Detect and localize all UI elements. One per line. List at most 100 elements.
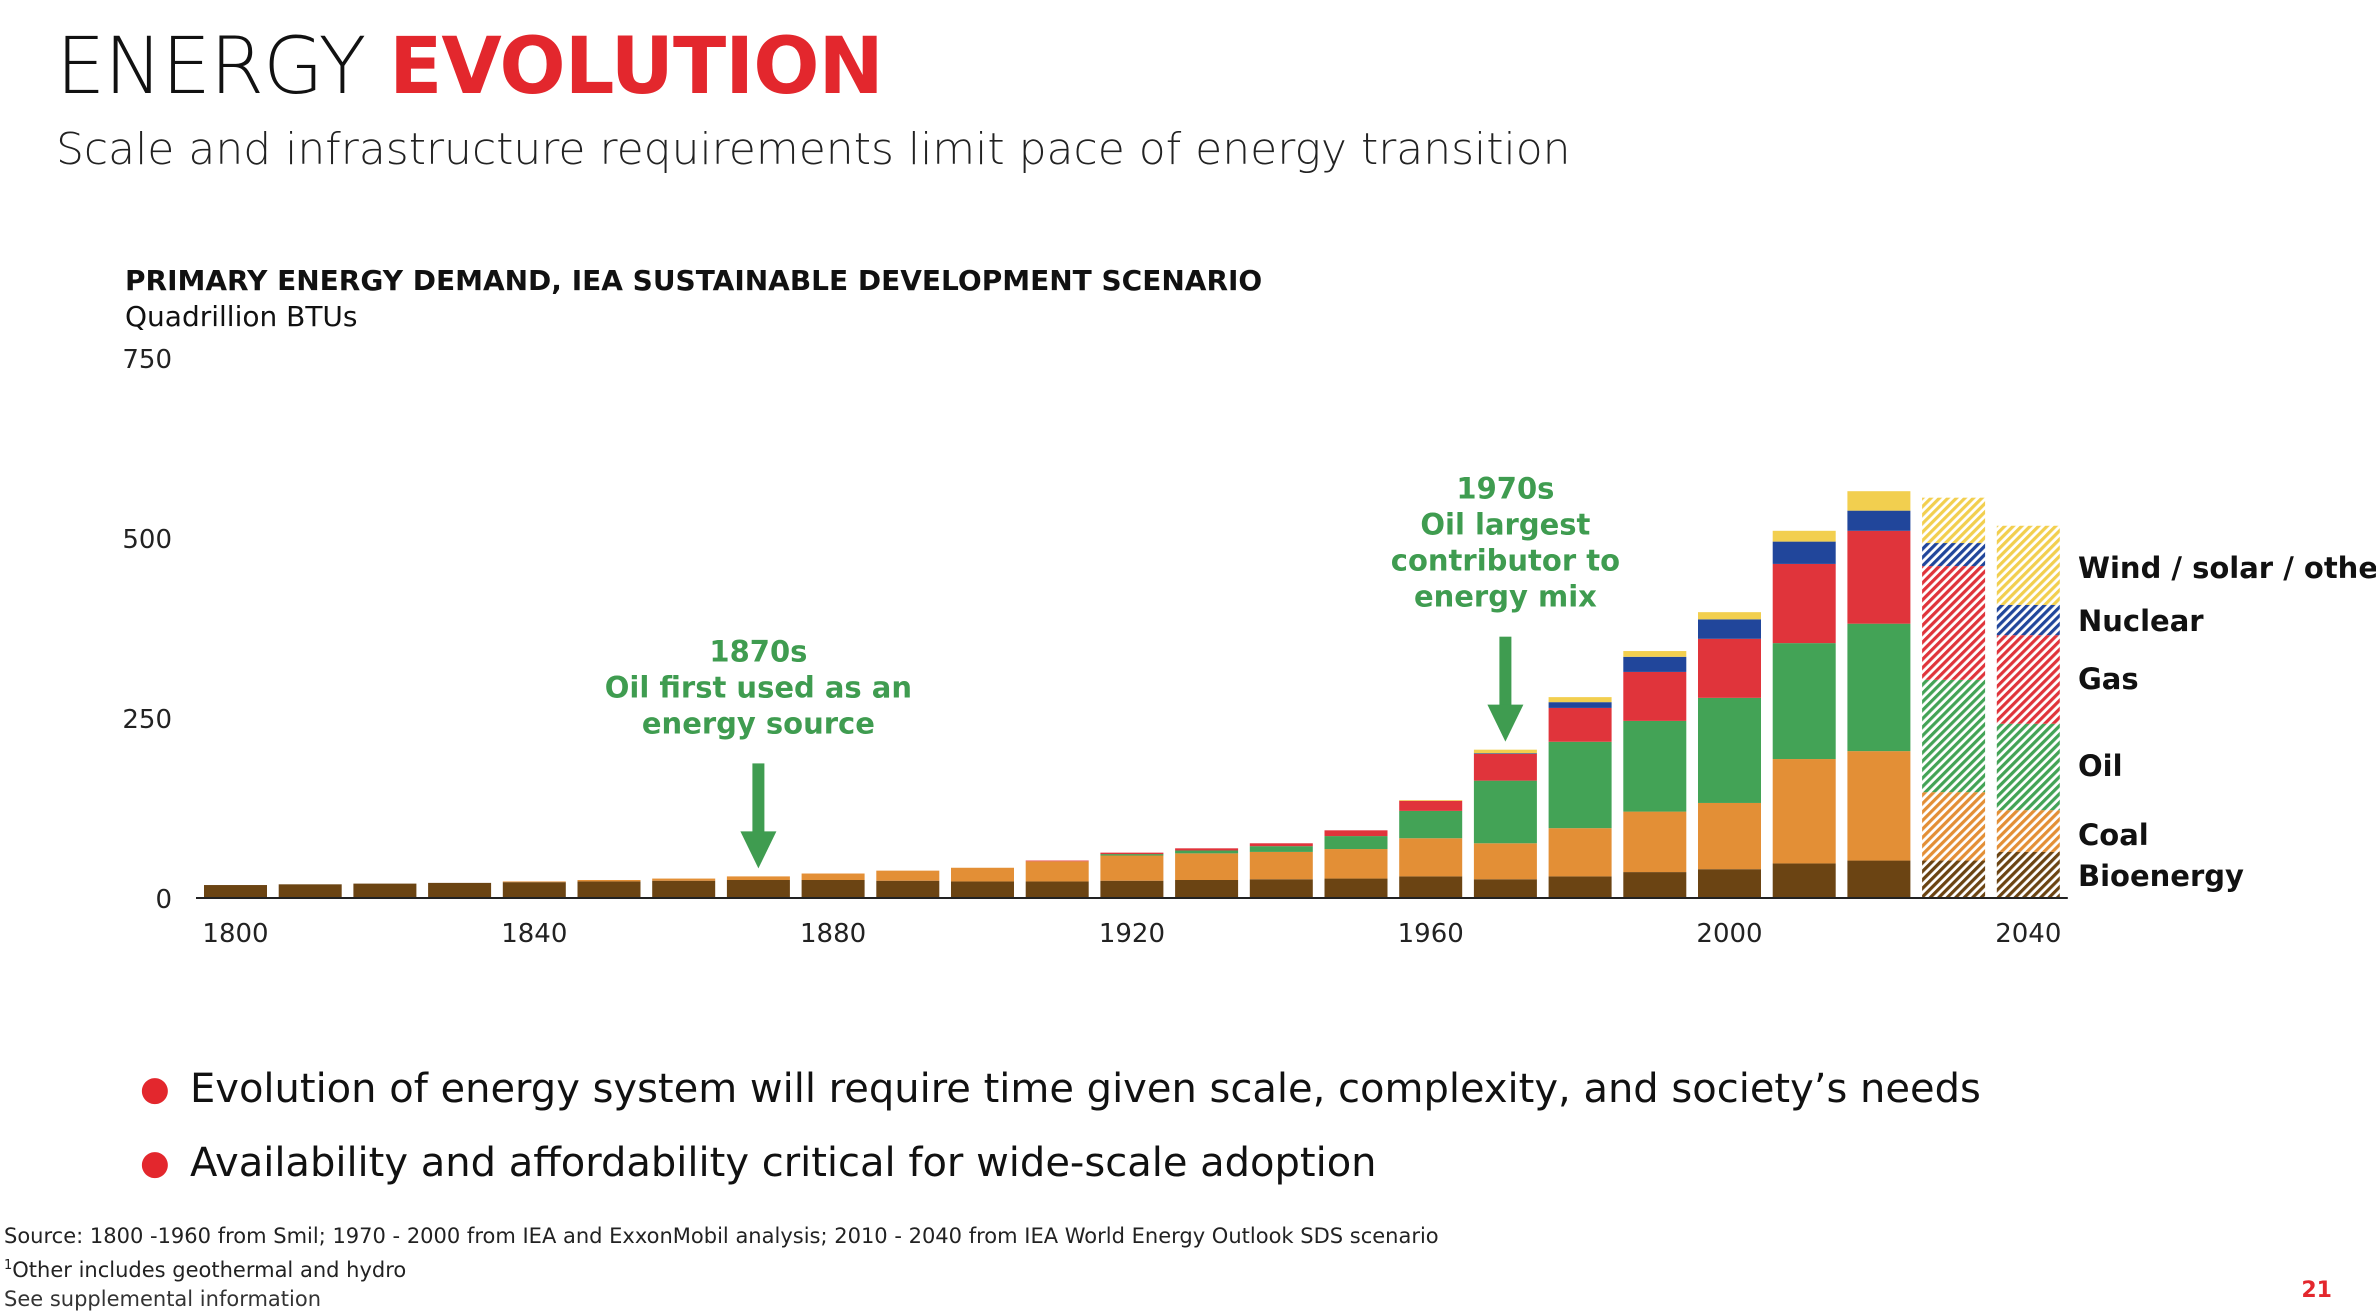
x-tick-label: 1920 [1099, 919, 1165, 949]
bar-gas-2030 [1922, 566, 1986, 680]
page-title: ENERGY EVOLUTION [56, 28, 884, 106]
bar-oil-1930 [1175, 850, 1239, 854]
legend-wind: Wind / solar / other1 [2078, 551, 2376, 585]
bar-gas-1980 [1548, 707, 1612, 742]
legend: Wind / solar / other1 Nuclear Gas Oil Co… [2078, 551, 2376, 893]
bar-bioenergy-2018 [1847, 860, 1911, 898]
bar-coal-1990 [1623, 811, 1687, 873]
bar-bioenergy-1880 [801, 880, 865, 898]
bar-coal-1960 [1399, 838, 1463, 877]
bar-gas-1990 [1623, 671, 1687, 721]
legend-nuclear: Nuclear [2078, 604, 2204, 638]
bar-bioenergy-1950 [1324, 878, 1388, 898]
bar-bioenergy-1860 [652, 880, 716, 898]
footnote-text: Other includes geothermal and hydro [12, 1258, 407, 1282]
bar-nuclear-1980 [1548, 702, 1612, 708]
bar-bioenergy-1920 [1100, 880, 1164, 898]
bar-oil-1960 [1399, 810, 1463, 839]
bar-nuclear-2000 [1698, 619, 1761, 639]
footnote-marker: 1 [4, 1258, 13, 1273]
supplemental-link[interactable]: See supplemental information [4, 1287, 322, 1311]
bullet-text: Availability and affordability critical … [190, 1140, 1377, 1186]
bar-bioenergy-2030 [1922, 860, 1986, 898]
footer: Source: 1800 -1960 from Smil; 1970 - 200… [4, 1222, 1439, 1314]
bar-bioenergy-1980 [1548, 876, 1612, 898]
chart-ylabel: Quadrillion BTUs [125, 300, 358, 333]
bullet-dot: ● [140, 1143, 170, 1183]
y-tick-label: 500 [122, 525, 172, 555]
y-tick-label: 750 [122, 345, 172, 375]
bullet-item: ● Availability and affordability critica… [140, 1126, 1981, 1200]
annotation-line: Oil largest [1420, 508, 1590, 542]
annotation-heading: 1870s [709, 634, 807, 668]
bar-bioenergy-1810 [278, 884, 342, 898]
bar-coal-1980 [1548, 828, 1612, 877]
bar-wind-solar-other-1990 [1623, 651, 1687, 657]
bar-nuclear-2040 [1996, 604, 2060, 636]
bar-wind-solar-other-1970 [1473, 749, 1537, 754]
bar-bioenergy-1960 [1399, 876, 1463, 898]
bar-nuclear-1970 [1473, 753, 1537, 754]
bar-bioenergy-1830 [428, 882, 492, 898]
bar-bioenergy-2040 [1996, 851, 2060, 898]
bar-coal-1930 [1175, 853, 1239, 880]
bar-oil-2010 [1772, 643, 1836, 760]
x-tick-label: 1960 [1398, 919, 1464, 949]
title-bold: EVOLUTION [389, 22, 884, 112]
bar-coal-2010 [1772, 759, 1836, 864]
annotation-arrow-head [1487, 704, 1524, 742]
annotation-heading: 1970s [1456, 472, 1554, 506]
annotation-line: contributor to [1391, 544, 1620, 578]
bar-gas-2040 [1996, 635, 2060, 724]
bar-coal-2040 [1996, 810, 2060, 852]
bar-gas-1910 [1025, 860, 1089, 862]
bar-wind-solar-other-2010 [1772, 530, 1836, 542]
bar-oil-2040 [1996, 723, 2060, 811]
bar-bioenergy-1890 [876, 880, 940, 898]
bar-gas-1930 [1175, 848, 1239, 851]
bar-oil-2018 [1847, 623, 1911, 752]
bar-oil-1940 [1249, 846, 1313, 852]
bullet-text: Evolution of energy system will require … [190, 1066, 1981, 1112]
bar-coal-1880 [801, 873, 865, 880]
annotation-arrow-shaft [1499, 636, 1512, 707]
bar-wind-solar-other-2018 [1847, 491, 1911, 511]
bar-gas-1940 [1249, 843, 1313, 847]
bullet-list: ● Evolution of energy system will requir… [140, 1052, 1981, 1200]
bar-coal-1950 [1324, 849, 1388, 879]
page-number: 21 [2301, 1278, 2332, 1303]
chart-title: PRIMARY ENERGY DEMAND, IEA SUSTAINABLE D… [125, 264, 1262, 297]
legend-coal: Coal [2078, 818, 2149, 852]
bar-coal-1870 [726, 876, 790, 880]
energy-demand-chart: PRIMARY ENERGY DEMAND, IEA SUSTAINABLE D… [122, 264, 2376, 949]
bar-gas-2018 [1847, 530, 1911, 624]
bar-coal-2030 [1922, 792, 1986, 861]
bar-coal-1840 [502, 881, 566, 883]
bar-bioenergy-1840 [502, 882, 566, 898]
bar-gas-1920 [1100, 852, 1164, 855]
bar-oil-1950 [1324, 836, 1388, 850]
bar-oil-2030 [1922, 679, 1986, 793]
bar-oil-2000 [1698, 697, 1761, 803]
bar-bioenergy-1870 [726, 880, 790, 898]
bar-gas-1950 [1324, 830, 1388, 837]
bar-nuclear-1990 [1623, 656, 1687, 672]
annotation-line: energy source [642, 706, 875, 740]
page-subtitle: Scale and infrastructure requirements li… [56, 124, 1571, 175]
bar-gas-2000 [1698, 638, 1761, 698]
bar-bioenergy-1820 [353, 883, 417, 898]
bar-stacks [204, 491, 2060, 898]
y-axis-ticks: 0 250 500 750 [122, 345, 172, 915]
bar-gas-2010 [1772, 563, 1836, 644]
bar-bioenergy-1990 [1623, 872, 1687, 898]
bar-coal-1850 [577, 880, 641, 882]
y-tick-label: 250 [122, 705, 172, 735]
bar-coal-1920 [1100, 855, 1164, 881]
bar-nuclear-2010 [1772, 541, 1836, 564]
bar-bioenergy-1930 [1175, 880, 1239, 898]
bullet-dot: ● [140, 1069, 170, 1109]
annotation-line: Oil first used as an [605, 670, 912, 704]
x-axis-ticks: 1800 1840 1880 1920 1960 2000 2040 [202, 919, 2061, 949]
bar-bioenergy-2010 [1772, 863, 1836, 898]
